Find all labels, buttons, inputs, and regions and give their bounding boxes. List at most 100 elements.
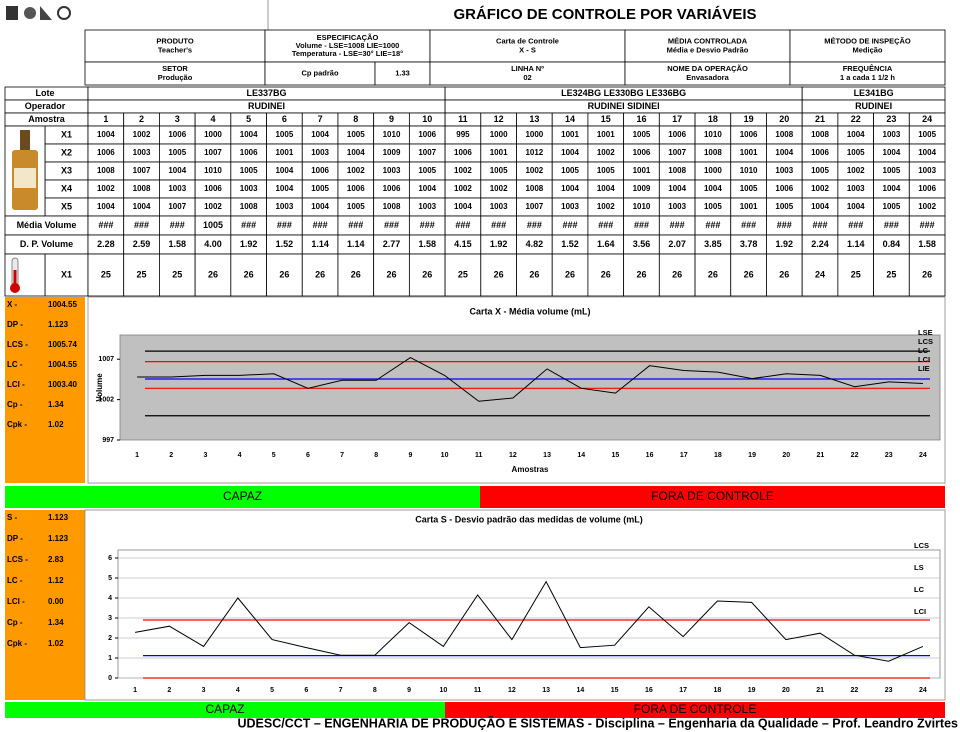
x-tick-label: 21 xyxy=(817,452,825,459)
table-cell: 1001 xyxy=(740,202,758,211)
y-tick-label: 0 xyxy=(108,675,112,682)
table-cell: 1004 xyxy=(240,130,258,139)
stat-label: Cp - xyxy=(7,618,23,627)
table-cell: 1006 xyxy=(97,148,115,157)
table-cell: 1.14 xyxy=(311,239,329,249)
table-cell: 1003 xyxy=(668,202,686,211)
x-tick-label: 16 xyxy=(646,452,654,459)
x-tick-label: 8 xyxy=(374,452,378,459)
x-tick-label: 2 xyxy=(167,687,171,694)
stat-label: LC - xyxy=(7,360,23,369)
x-tick-label: 7 xyxy=(340,452,344,459)
chart-title: Carta X - Média volume (mL) xyxy=(469,306,590,316)
table-cell: 1002 xyxy=(204,202,222,211)
table-cell: 1008 xyxy=(133,184,151,193)
table-cell: 1005 xyxy=(490,166,508,175)
table-cell: 24 xyxy=(922,114,932,124)
x-tick-label: 24 xyxy=(919,452,927,459)
table-cell: 1002 xyxy=(454,166,472,175)
stat-label: LCS - xyxy=(7,340,28,349)
table-cell: 1004 xyxy=(847,130,865,139)
stat-value: 1004.55 xyxy=(48,300,77,309)
table-cell: 1002 xyxy=(97,184,115,193)
x-tick-label: 1 xyxy=(133,687,137,694)
header-text: Volume - LSE=1008 LIE=1000 xyxy=(296,41,400,50)
table-cell: 1 xyxy=(103,114,108,124)
x-tick-label: 21 xyxy=(816,687,824,694)
table-cell: 1006 xyxy=(347,184,365,193)
table-cell: 1.64 xyxy=(597,239,615,249)
table-cell: 2.24 xyxy=(811,239,829,249)
table-cell: 26 xyxy=(601,269,611,279)
capable-text: CAPAZ xyxy=(205,702,244,716)
table-cell: ### xyxy=(491,220,506,230)
series-line xyxy=(137,357,923,402)
x-tick-label: 4 xyxy=(236,687,240,694)
table-cell: 1006 xyxy=(775,184,793,193)
table-cell: 1001 xyxy=(275,148,293,157)
table-cell: 1004 xyxy=(811,202,829,211)
table-cell: 1008 xyxy=(775,130,793,139)
table-cell: 1004 xyxy=(883,148,901,157)
table-cell: 1004 xyxy=(275,166,293,175)
table-cell: 1003 xyxy=(775,166,793,175)
table-cell: ### xyxy=(741,220,756,230)
row-label: X1 xyxy=(61,129,72,139)
table-cell: 1004 xyxy=(597,184,615,193)
table-cell: 1005 xyxy=(240,166,258,175)
table-cell: 25 xyxy=(458,269,468,279)
table-cell: 8 xyxy=(353,114,358,124)
stat-value: 1.12 xyxy=(48,576,64,585)
table-cell: 1003 xyxy=(847,184,865,193)
table-cell: 1.92 xyxy=(490,239,508,249)
stat-label: DP - xyxy=(7,534,23,543)
table-cell: 1002 xyxy=(597,202,615,211)
thermometer-bulb xyxy=(10,283,20,293)
table-cell: 3.78 xyxy=(740,239,758,249)
header-text: MÉTODO DE INSPEÇÃO xyxy=(824,36,911,45)
table-cell: 12 xyxy=(494,114,504,124)
header-text: SETOR xyxy=(162,64,188,73)
stat-value: 1.123 xyxy=(48,513,69,522)
stat-value: 2.83 xyxy=(48,555,64,564)
table-cell: 1010 xyxy=(740,166,758,175)
table-cell: 1.14 xyxy=(347,239,365,249)
cell xyxy=(87,253,125,297)
header-text: Cp padrão xyxy=(301,68,339,77)
page-title: GRÁFICO DE CONTROLE POR VARIÁVEIS xyxy=(453,6,756,23)
x-tick-label: 10 xyxy=(439,687,447,694)
stat-value: 1004.55 xyxy=(48,360,77,369)
table-cell: 26 xyxy=(351,269,361,279)
header-text: Temperatura - LSE=30° LIE=18° xyxy=(292,49,403,58)
table-cell: 1003 xyxy=(490,202,508,211)
table-cell: 1005 xyxy=(811,166,829,175)
table-cell: 1.92 xyxy=(240,239,258,249)
cell xyxy=(694,253,732,297)
cell xyxy=(730,253,767,297)
table-cell: ### xyxy=(813,220,828,230)
table-cell: 24 xyxy=(815,269,825,279)
table-cell: 1006 xyxy=(454,148,472,157)
group-cell: RUDINEI SIDINEI xyxy=(588,101,660,111)
cell xyxy=(658,253,696,297)
table-cell: 1010 xyxy=(633,202,651,211)
cell xyxy=(766,253,803,297)
header-text: Teacher's xyxy=(158,45,192,54)
stat-value: 1.02 xyxy=(48,420,64,429)
header-text: LINHA Nº xyxy=(511,64,544,73)
header-text: PRODUTO xyxy=(156,36,194,45)
table-cell: 1.58 xyxy=(418,239,436,249)
table-cell: 21 xyxy=(815,114,825,124)
stat-label: LCI - xyxy=(7,597,25,606)
x-tick-label: 9 xyxy=(408,452,412,459)
group-cell: LE341BG xyxy=(854,88,894,98)
table-cell: 1003 xyxy=(383,166,401,175)
table-cell: 1009 xyxy=(633,184,651,193)
table-cell: 1000 xyxy=(490,130,508,139)
table-cell: ### xyxy=(241,220,256,230)
header-text: Medição xyxy=(852,45,882,54)
table-cell: 3 xyxy=(175,114,180,124)
table-cell: 1003 xyxy=(168,184,186,193)
